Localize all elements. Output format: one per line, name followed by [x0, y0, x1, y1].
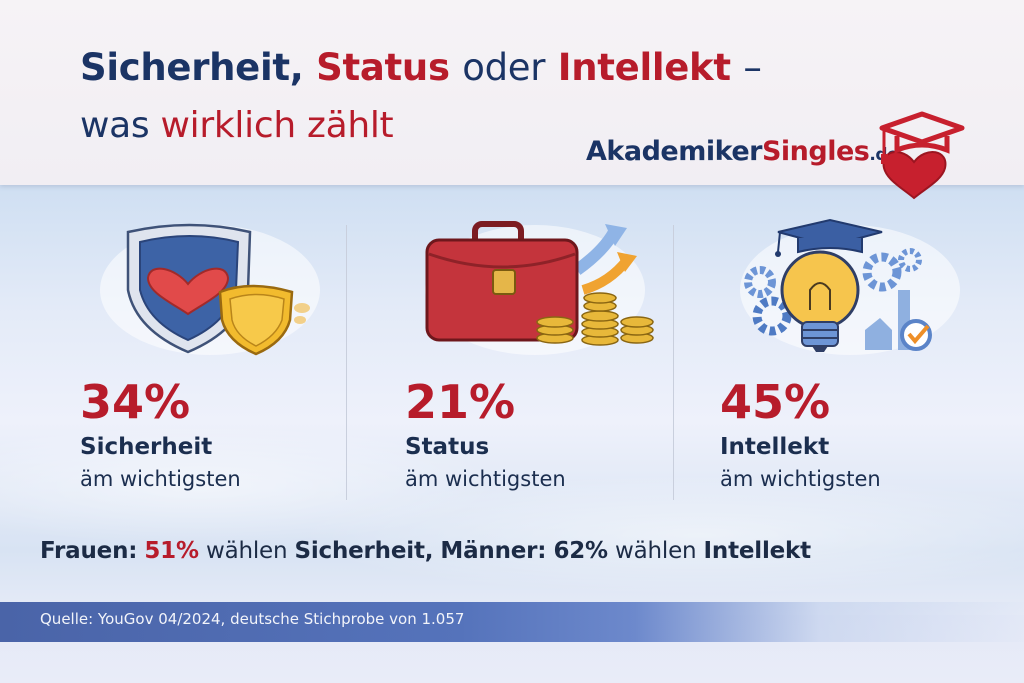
title-dash: – [743, 46, 762, 89]
summary-women-label: Frauen: [40, 538, 138, 564]
stat-category: Status [405, 434, 490, 460]
page-title-line-1: Sicherheit, Status oder Intellekt – [80, 46, 762, 89]
summary-men-verb: wählen [615, 538, 697, 564]
graduation-cap-heart-icon [879, 111, 965, 200]
column-divider-2 [673, 225, 674, 500]
title-word-intellekt: Intellekt [557, 46, 731, 89]
stat-subtitle: äm wichtigsten [720, 467, 881, 491]
stat-subtitle: äm wichtigsten [80, 467, 241, 491]
title-word-was: was [80, 105, 150, 146]
gender-summary: Frauen: 51% wählen Sicherheit, Männer: 6… [40, 538, 811, 564]
summary-men-percent: 62% [553, 538, 608, 564]
page-title-line-2: was wirklich zählt [80, 105, 394, 146]
summary-women-verb: wählen [205, 538, 288, 564]
column-divider-1 [346, 225, 347, 500]
title-word-oder: oder [462, 46, 546, 89]
logo-part-singles: Singles [761, 136, 870, 167]
brand-logo-text: AkademikerSingles.de [586, 136, 899, 167]
title-word-sicherheit: Sicherheit, [80, 46, 304, 89]
header: Sicherheit, Status oder Intellekt – was … [0, 0, 1024, 200]
stat-percent: 21% [405, 375, 516, 429]
source-bar [0, 602, 1024, 642]
logo-part-akademiker: Akademiker [586, 136, 762, 167]
summary-women-choice: Sicherheit, [294, 538, 434, 564]
source-citation: Quelle: YouGov 04/2024, deutsche Stichpr… [40, 610, 465, 628]
summary-women-percent: 51% [144, 538, 199, 564]
title-word-status: Status [316, 46, 450, 89]
stat-percent: 34% [80, 375, 191, 429]
summary-men-label: Männer: [440, 538, 547, 564]
summary-men-choice: Intellekt [703, 538, 812, 564]
stat-category: Sicherheit [80, 434, 213, 460]
lightbulb-graduation-cap-icon [720, 210, 980, 360]
stat-percent: 45% [720, 375, 831, 429]
title-words-wirklich-zaehlt: wirklich zählt [160, 105, 394, 146]
stat-category: Intellekt [720, 434, 830, 460]
shield-heart-icon [80, 210, 340, 360]
briefcase-coins-icon [405, 210, 665, 360]
stat-subtitle: äm wichtigsten [405, 467, 566, 491]
